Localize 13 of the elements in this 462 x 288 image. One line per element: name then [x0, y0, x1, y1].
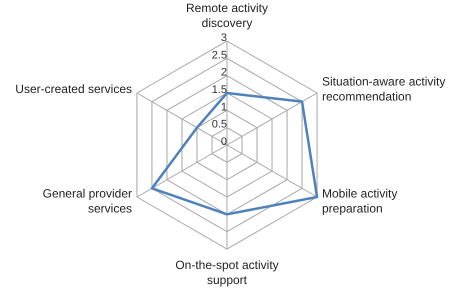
y-tick-label: 2	[220, 66, 227, 79]
spoke-label: General provider services	[42, 186, 132, 216]
y-tick-label: 1.5	[212, 84, 227, 96]
spoke-label: User-created services	[15, 82, 132, 96]
y-tick-label: 0	[220, 136, 227, 148]
spoke-label: Mobile activity preparation	[322, 186, 398, 216]
spoke-label: Remote activity discovery	[186, 1, 268, 30]
y-tick-label: 1	[220, 101, 227, 114]
spoke-label: On-the-spot activity support	[175, 258, 279, 287]
spoke-label: Situation-aware activity recommendation	[322, 74, 446, 104]
y-tick-label: 2.5	[212, 49, 227, 62]
y-tick-label: 3	[220, 32, 227, 44]
y-tick-label: 0.5	[212, 118, 227, 131]
